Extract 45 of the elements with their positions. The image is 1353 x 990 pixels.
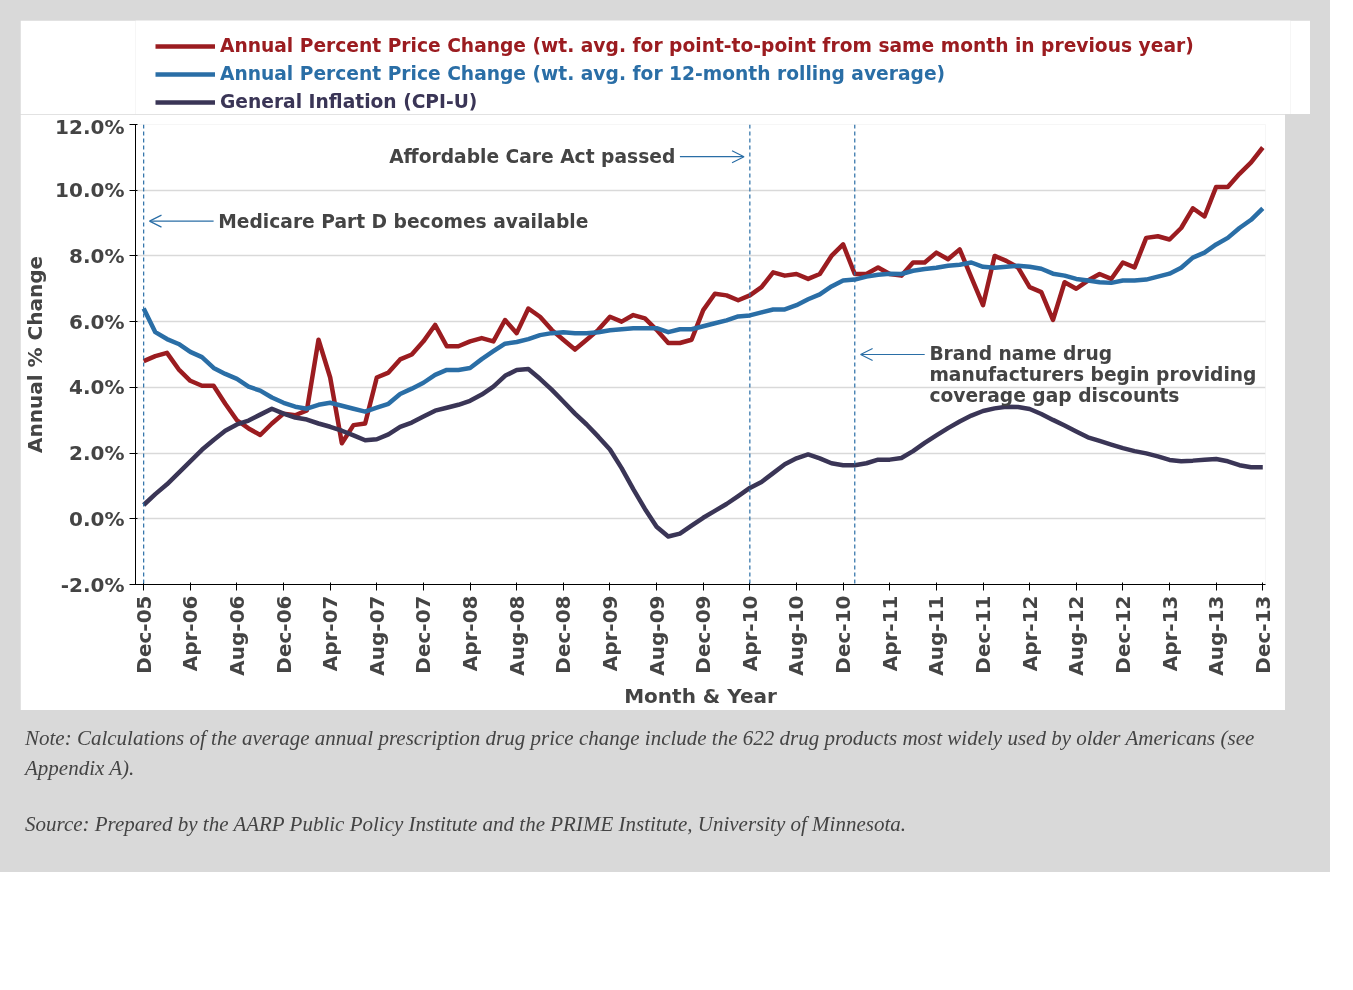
y-tick-label: 4.0% [69, 375, 125, 400]
y-tick-label: 2.0% [69, 441, 125, 466]
x-tick-label: Dec-13 [1250, 595, 1275, 674]
legend-label: General Inflation (CPI-U) [220, 91, 478, 112]
x-tick-label: Dec-06 [271, 595, 296, 674]
x-tick-label: Aug-13 [1204, 595, 1229, 676]
x-tick-label: Dec-12 [1110, 595, 1135, 674]
x-tick-label: Aug-12 [1064, 595, 1089, 676]
x-tick-label: Dec-09 [691, 595, 716, 674]
line-series [141, 366, 1266, 539]
x-tick-label: Dec-08 [551, 595, 576, 674]
x-tick-label: Apr-11 [877, 595, 902, 672]
y-tick-label: -2.0% [60, 572, 125, 597]
x-tick-label: Dec-11 [971, 595, 995, 674]
y-tick-label: 12.0% [55, 114, 125, 139]
source-note: Source: Prepared by the AARP Public Policy Institute and the PRIME Institute, University of Minnesota. [25, 811, 907, 838]
x-tick-label: Apr-09 [597, 595, 622, 672]
x-tick-label: Aug-06 [224, 595, 249, 676]
x-tick-label: Dec-07 [411, 595, 436, 674]
x-tick-label: Apr-13 [1157, 595, 1182, 672]
x-tick-label: Aug-08 [504, 595, 529, 676]
text: Note: Calculations of the average annual prescription drug price change include the 622 drug products most widely used by older Americans (see Appendix A). [25, 725, 1256, 782]
y-tick-label: 0.0% [69, 506, 125, 531]
y-tick-label: 6.0% [69, 309, 125, 334]
y-tick-label: 10.0% [55, 178, 125, 203]
line-series [141, 145, 1266, 446]
x-tick-label: Apr-10 [737, 595, 762, 672]
ref-line-label: Affordable Care Act passed [389, 146, 676, 168]
y-tick-label: 8.0% [69, 243, 125, 268]
x-tick-label: Apr-06 [178, 595, 203, 672]
x-axis-title: Month & Year [624, 683, 777, 708]
legend-label: Annual Percent Price Change (wt. avg. for 12-month rolling average) [220, 63, 946, 84]
x-tick-label: Aug-11 [924, 595, 949, 676]
x-tick-label: Apr-07 [318, 595, 343, 672]
x-tick-label: Dec-10 [831, 595, 856, 674]
y-axis-title: Annual % Change [23, 255, 48, 454]
x-tick-label: Aug-09 [644, 595, 669, 676]
x-tick-label: Apr-12 [1017, 595, 1042, 672]
x-tick-label: Apr-08 [458, 595, 483, 672]
x-tick-label: Dec-05 [131, 595, 156, 674]
ref-line-label: Brand name drug manufacturers begin providing coverage gap discounts [929, 342, 1257, 406]
legend-label: Annual Percent Price Change (wt. avg. for point-to-point from same month in previous year) [220, 35, 1194, 56]
x-tick-label: Aug-10 [784, 595, 809, 676]
x-tick-label: Aug-07 [364, 595, 389, 676]
ref-line-label: Medicare Part D becomes available [218, 210, 589, 232]
